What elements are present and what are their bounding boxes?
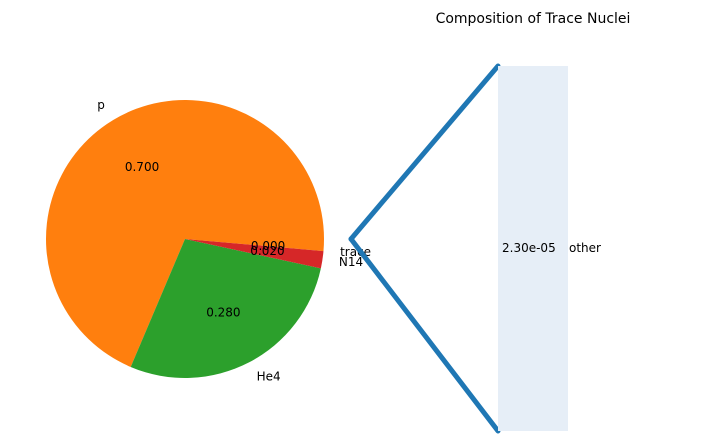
pie-value-label-he4: 0.280 (206, 306, 240, 320)
pie-value-label-p: 0.700 (125, 160, 159, 174)
pie-value-label-n14: 0.020 (250, 244, 284, 258)
chart-title: Composition of Trace Nuclei (436, 11, 631, 27)
bar-category-label: other (569, 241, 601, 255)
pie-value-label-trace: 0.000 (251, 239, 285, 253)
pie-category-label-p: p (97, 98, 105, 112)
pie-slice-he4 (130, 239, 321, 378)
connector-line-bottom (348, 236, 501, 434)
pie-slice-n14 (185, 239, 324, 269)
pie-slice-p (46, 99, 324, 367)
pie-category-label-n14: N14 (339, 255, 363, 269)
connector-line-top (348, 63, 501, 242)
pie-category-label-he4: He4 (257, 370, 281, 384)
bar-value-label: 2.30e-05 (502, 241, 556, 255)
trace-bar-other (498, 66, 568, 431)
pie-slices (46, 99, 324, 378)
connector-lines (348, 63, 501, 434)
